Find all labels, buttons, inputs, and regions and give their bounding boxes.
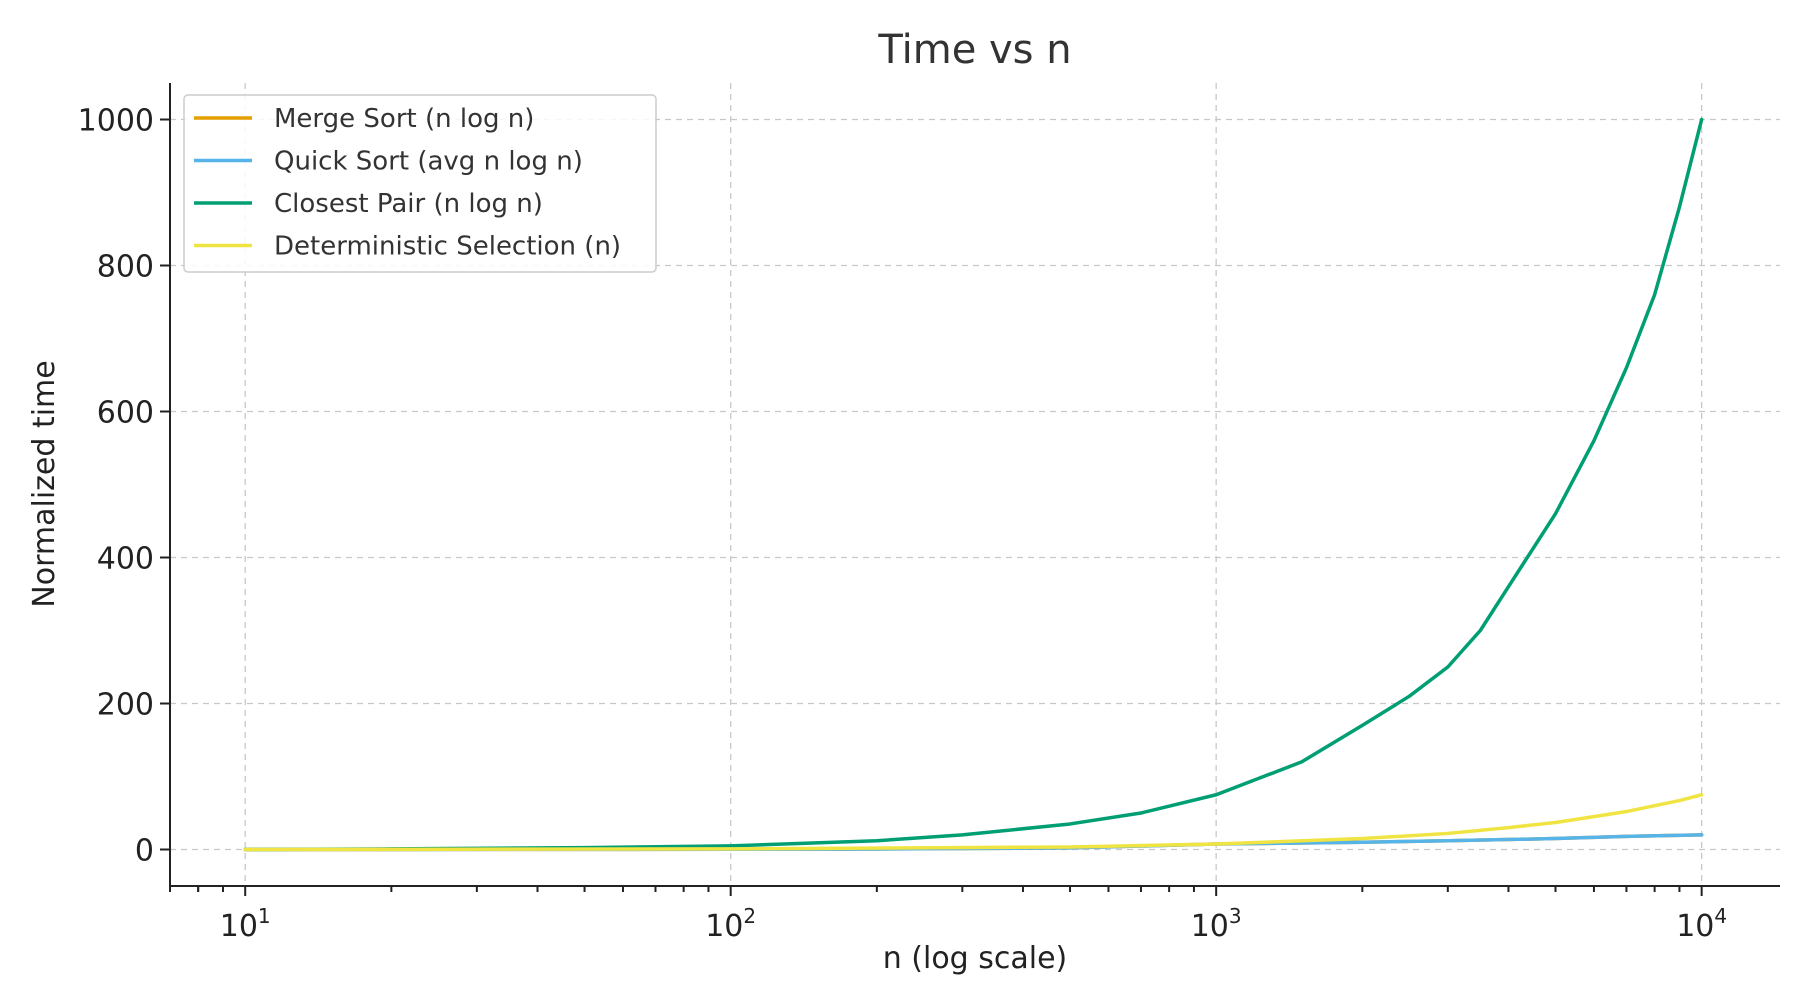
y-tick-label: 200: [97, 688, 154, 723]
ticks: 101 102 103 104 0 200 400 600 800 1000: [78, 104, 1727, 945]
legend-label-2: Closest Pair (n log n): [274, 189, 543, 219]
y-tick-label: 400: [97, 542, 154, 577]
legend-label-3: Deterministic Selection (n): [274, 232, 621, 262]
series-line-2: [243, 117, 1704, 852]
axes: [169, 83, 1780, 887]
y-tick-label: 0: [135, 834, 154, 869]
series-line-3: [243, 793, 1704, 852]
x-tick-label: 101: [220, 904, 271, 944]
y-axis-label: Normalized time: [27, 360, 62, 607]
y-tick-label: 1000: [78, 104, 154, 139]
y-tick-label: 600: [97, 396, 154, 431]
legend-label-0: Merge Sort (n log n): [274, 104, 534, 134]
legend-box: [183, 94, 657, 273]
x-tick-label: 104: [1676, 904, 1727, 944]
x-tick-label: 103: [1191, 904, 1242, 944]
y-tick-label: 800: [97, 250, 154, 285]
legend-label-1: Quick Sort (avg n log n): [274, 147, 583, 177]
x-tick-label: 102: [705, 904, 756, 944]
series-lines: [243, 117, 1704, 852]
x-axis-label: n (log scale): [883, 941, 1068, 976]
legend: Merge Sort (n log n) Quick Sort (avg n lo…: [183, 94, 657, 273]
chart-title: Time vs n: [877, 27, 1071, 73]
